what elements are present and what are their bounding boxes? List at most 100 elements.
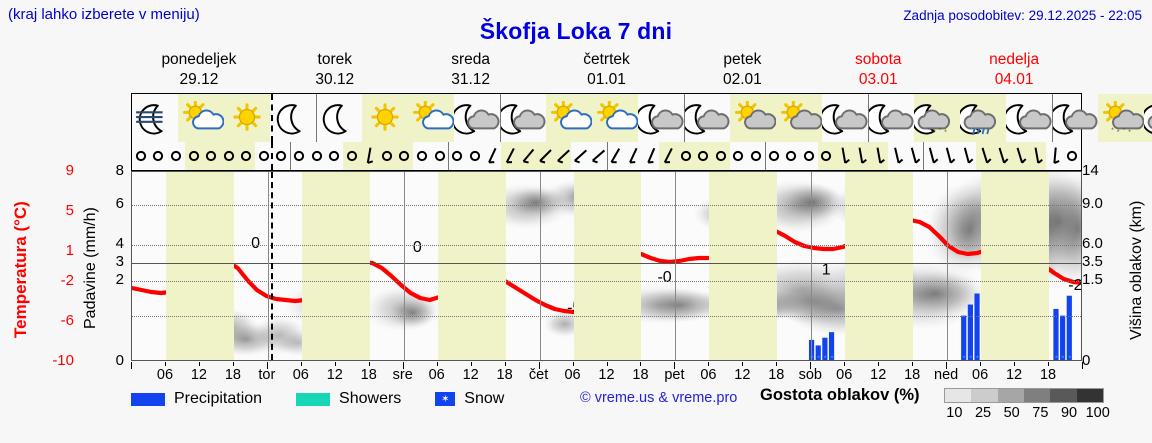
weather-icon-cloud-rain-18 — [960, 94, 1006, 142]
x-tick-8 — [402, 362, 404, 369]
x-label-06-0: 06 — [156, 367, 174, 383]
svg-text:*: * — [824, 356, 827, 362]
copyright-link[interactable]: © vreme.us & vreme.pro — [580, 390, 738, 406]
wind-barb-40 — [835, 142, 853, 170]
weather-icon-sun-cloud-gray-14 — [776, 94, 822, 142]
svg-text:*: * — [1068, 356, 1071, 362]
x-label-18-6: 18 — [360, 367, 377, 383]
x-label-12-9: 12 — [462, 367, 479, 383]
cloud-density-step-50 — [997, 389, 1024, 402]
svg-text:*: * — [831, 356, 834, 362]
daytime-band-3 — [573, 172, 642, 360]
weather-icon-sun-cloud-snow-21: * * * * — [1098, 94, 1144, 142]
x-tick-28 — [1082, 362, 1083, 369]
x-axis: 06 12 18 tor 06 12 18 sre 06 12 18 čet 06 12 18 pet 06 12… — [131, 362, 1083, 386]
wind-barb-48 — [975, 142, 994, 170]
forecast-plot: ********************-20-40-1-51-031402-2 — [131, 171, 1082, 361]
day-header-5: sobota 03.01 — [810, 48, 946, 92]
x-tick-5 — [300, 362, 302, 366]
cloudheight-tick-3.5: 3.5 — [1082, 253, 1103, 271]
wind-barb-29 — [642, 142, 660, 170]
legend-item-showers: Showers — [296, 390, 401, 408]
day-name: ponedeljek — [161, 51, 237, 68]
cloudheight-tick-0: 0 — [1082, 352, 1091, 369]
x-tick-15 — [640, 362, 642, 366]
x-label-12-5: 12 — [326, 367, 343, 383]
temperature-tick--6: -6 — [60, 312, 74, 329]
x-label-18-14: 18 — [632, 367, 649, 383]
x-label-pet-15: pet — [664, 367, 685, 383]
day-name: nedelja — [989, 51, 1040, 68]
wind-barb-17 — [431, 142, 449, 170]
x-tick-22 — [878, 362, 880, 366]
series-legend: Precipitation Showers ✶ Snow — [131, 388, 538, 410]
day-separator — [606, 142, 608, 170]
wind-barb-42 — [870, 142, 888, 170]
wind-barb-53 — [1064, 142, 1082, 170]
cloud-density-colorbar — [944, 388, 1104, 403]
day-name: četrtek — [583, 51, 630, 68]
x-label-18-22: 18 — [904, 367, 921, 383]
x-label-06-8: 06 — [428, 367, 445, 383]
day-separator-vertical-3 — [539, 172, 541, 360]
wind-barb-31 — [676, 142, 695, 170]
current-time-marker — [270, 172, 273, 360]
wind-barb-5 — [219, 142, 238, 170]
x-label-12-1: 12 — [190, 367, 207, 383]
weather-icon-moon-cloud-7 — [454, 94, 500, 142]
snow-swatch-icon: ✶ — [435, 392, 456, 406]
gridline-h-3 — [132, 316, 1081, 318]
temperature-tick--2: -2 — [60, 272, 74, 289]
x-tick-20 — [810, 362, 812, 369]
weather-icon-sun-5 — [362, 94, 408, 142]
x-label-18-2: 18 — [224, 367, 241, 383]
cloud-density-label-100: 100 — [1085, 405, 1110, 421]
daytime-band-5 — [845, 172, 914, 360]
temperature-tick--10: -10 — [52, 352, 74, 369]
weather-icon-sun-2 — [224, 94, 270, 142]
x-label-12-13: 12 — [598, 367, 615, 383]
wind-barb-43 — [888, 142, 906, 170]
cloud-density-label-25: 25 — [974, 405, 992, 421]
x-tick-3 — [232, 362, 234, 366]
day-separator — [764, 142, 766, 170]
wind-barb-38 — [800, 142, 818, 170]
weather-icon-moon-cloud-15 — [822, 94, 868, 142]
x-tick-14 — [606, 362, 608, 366]
current-time-marker — [270, 142, 273, 170]
temperature-value-label-3: 0 — [413, 239, 422, 256]
legend-label-showers: Showers — [339, 390, 402, 407]
day-date: 29.12 — [179, 71, 219, 88]
weather-icon-cloud-snow-17: * * * * — [914, 94, 960, 142]
x-label-12-21: 12 — [870, 367, 887, 383]
x-label-06-20: 06 — [836, 367, 853, 383]
cloudheight-tick-14: 14 — [1082, 162, 1099, 179]
wind-barb-33 — [712, 142, 730, 170]
day-separator-vertical-6 — [947, 172, 949, 360]
x-label-ned-23: ned — [934, 367, 959, 383]
day-separator — [1052, 94, 1053, 142]
x-tick-2 — [198, 362, 200, 366]
wind-barb-45 — [923, 142, 941, 170]
x-tick-18 — [742, 362, 744, 366]
wind-barb-22 — [518, 142, 537, 170]
x-label-18-10: 18 — [496, 367, 513, 383]
day-separator — [500, 94, 501, 142]
wind-barb-2 — [167, 142, 185, 170]
x-tick-19 — [776, 362, 778, 366]
wind-barb-19 — [466, 142, 484, 170]
cloudheight-axis-title: Višina oblakov (km) — [1128, 200, 1145, 341]
x-tick-26 — [1014, 362, 1016, 366]
weather-icon-strip: **************** — [131, 93, 1152, 142]
wind-barb-4 — [202, 142, 220, 170]
day-date: 04.01 — [994, 71, 1034, 88]
wind-barb-16 — [413, 142, 431, 170]
x-tick-17 — [708, 362, 710, 366]
precipitation-swatch — [131, 392, 165, 406]
day-header-2: sreda 31.12 — [403, 48, 539, 92]
day-name: torek — [317, 51, 353, 68]
gridline-h-1 — [132, 245, 1081, 247]
wind-barb-50 — [1010, 142, 1029, 170]
wind-barb-30 — [659, 142, 677, 170]
